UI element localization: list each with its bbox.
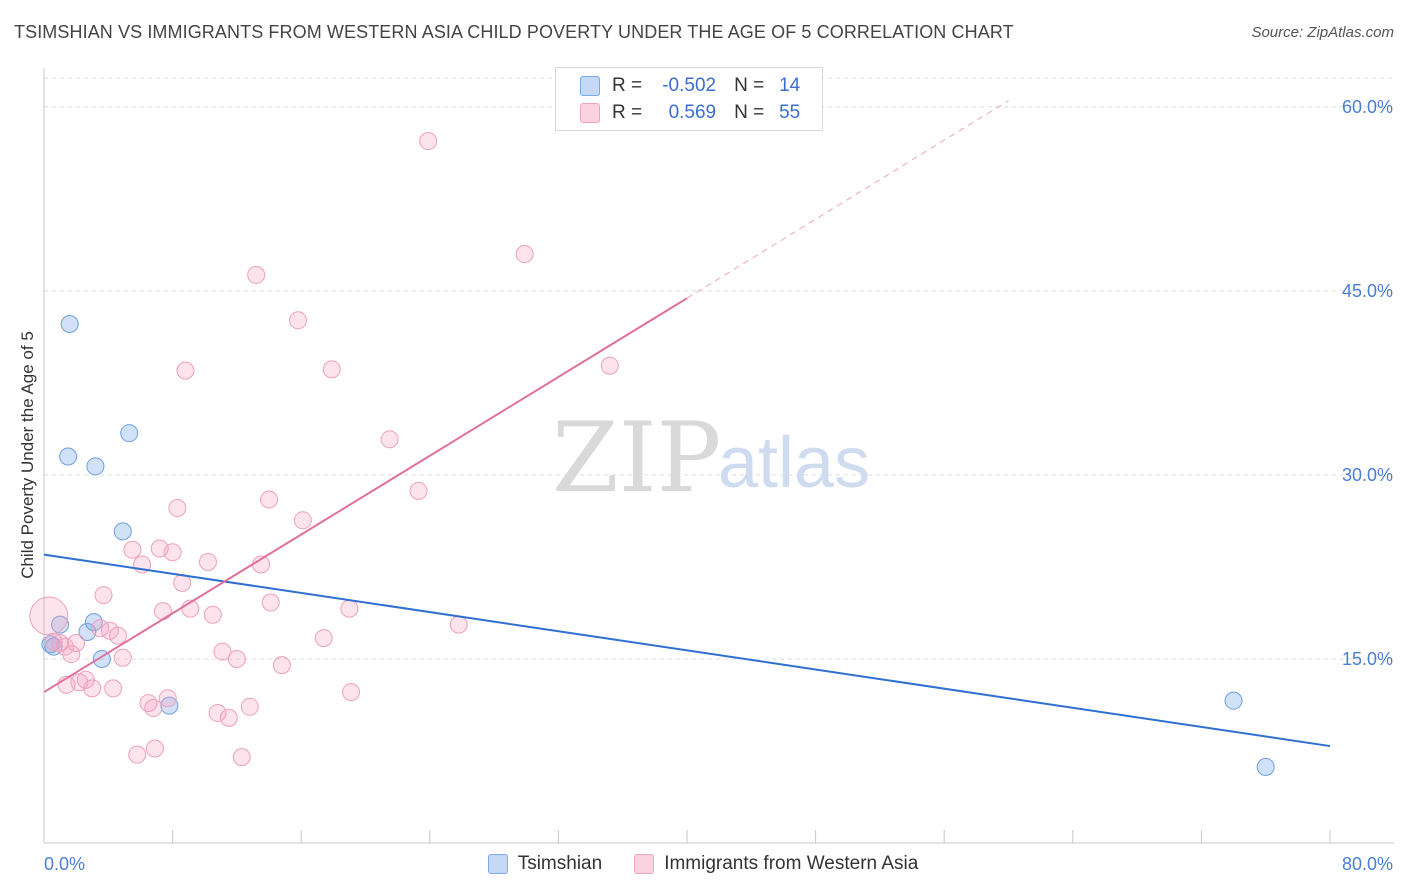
immigrants-point bbox=[163, 543, 182, 562]
x-tick-label: 80.0% bbox=[1342, 854, 1393, 874]
axes bbox=[43, 68, 1394, 844]
immigrants-point bbox=[247, 265, 266, 284]
legend-item-immigrants[interactable]: Immigrants from Western Asia bbox=[634, 853, 918, 875]
immigrants-point bbox=[219, 708, 238, 727]
tsimshian-point bbox=[1256, 757, 1275, 776]
y-tick-label: 15.0% bbox=[1342, 649, 1393, 669]
legend-item-tsimshian[interactable]: Tsimshian bbox=[487, 853, 603, 875]
immigrants-point bbox=[208, 703, 227, 722]
grid-lines bbox=[44, 77, 1394, 660]
legend-label-immigrants: Immigrants from Western Asia bbox=[664, 853, 919, 874]
tsimshian-point bbox=[160, 696, 179, 715]
tsimshian-point bbox=[41, 635, 60, 654]
immigrants-point bbox=[198, 553, 217, 572]
r-label: R = bbox=[612, 102, 643, 123]
trend-lines bbox=[43, 100, 1331, 748]
watermark-atlas: atlas bbox=[718, 423, 870, 503]
immigrants-trend-extension bbox=[686, 100, 1009, 299]
r-value: -0.502 bbox=[662, 75, 717, 96]
immigrants-point bbox=[261, 593, 280, 612]
x-tick-label: 0.0% bbox=[44, 854, 85, 874]
n-value: 14 bbox=[779, 75, 801, 96]
immigrants-point bbox=[83, 679, 102, 698]
watermark: ZIP atlas bbox=[552, 402, 870, 514]
n-value: 55 bbox=[779, 102, 801, 123]
chart-title: TSIMSHIAN VS IMMIGRANTS FROM WESTERN ASI… bbox=[14, 22, 1014, 42]
tsimshian-point bbox=[60, 314, 79, 333]
immigrants-point bbox=[62, 645, 81, 664]
immigrants-legend-swatch bbox=[634, 854, 655, 874]
stats-row-tsimshian: R = -0.502 N = 14 bbox=[580, 74, 800, 98]
data-points bbox=[29, 132, 1275, 776]
immigrants-point bbox=[203, 605, 222, 624]
immigrants-point bbox=[409, 481, 428, 500]
immigrants-point bbox=[288, 311, 307, 330]
n-label: N = bbox=[734, 75, 765, 96]
tsimshian-legend-swatch bbox=[487, 854, 508, 874]
r-label: R = bbox=[612, 75, 643, 96]
tsimshian-trend-line bbox=[43, 553, 1331, 748]
immigrants-point bbox=[51, 634, 70, 653]
immigrants-point bbox=[94, 586, 113, 605]
immigrants-point bbox=[158, 689, 177, 708]
tsimshian-point bbox=[113, 522, 132, 541]
y-tick-label: 30.0% bbox=[1342, 465, 1393, 485]
immigrants-point bbox=[314, 629, 333, 648]
y-tick-label: 45.0% bbox=[1342, 281, 1393, 301]
immigrants-point bbox=[213, 642, 232, 661]
source-credit: Source: ZipAtlas.com bbox=[1251, 24, 1394, 41]
immigrants-point bbox=[600, 356, 619, 375]
immigrants-point bbox=[67, 634, 86, 653]
immigrants-point bbox=[380, 430, 399, 449]
immigrants-point bbox=[139, 694, 158, 713]
tsimshian-point bbox=[86, 457, 105, 476]
tsimshian-swatch bbox=[580, 76, 600, 96]
immigrants-point bbox=[322, 360, 341, 379]
immigrants-point bbox=[240, 697, 259, 716]
tsimshian-point bbox=[51, 615, 70, 634]
stats-legend: R = -0.502 N = 14 R = 0.569 N = 55 bbox=[555, 67, 823, 131]
series-legend: Tsimshian Immigrants from Western Asia bbox=[0, 852, 1406, 876]
immigrants-point bbox=[419, 132, 438, 151]
immigrants-point bbox=[272, 656, 291, 675]
immigrants-point bbox=[293, 511, 312, 530]
immigrants-point bbox=[145, 739, 164, 758]
immigrants-point bbox=[260, 490, 279, 509]
immigrants-point bbox=[449, 615, 468, 634]
tick-labels: 15.0% 30.0% 45.0% 60.0% 0.0% 80.0% bbox=[44, 97, 1393, 874]
immigrants-point bbox=[113, 648, 132, 667]
legend-label-tsimshian: Tsimshian bbox=[517, 853, 603, 874]
tsimshian-point bbox=[120, 424, 139, 443]
immigrants-point bbox=[144, 699, 163, 718]
immigrants-point bbox=[128, 745, 147, 764]
stats-row-immigrants: R = 0.569 N = 55 bbox=[580, 101, 800, 125]
immigrants-point bbox=[515, 245, 534, 264]
immigrants-point bbox=[29, 596, 69, 636]
n-label: N = bbox=[734, 102, 765, 123]
immigrants-point bbox=[55, 637, 74, 656]
immigrants-point bbox=[340, 599, 359, 618]
tsimshian-point bbox=[1224, 691, 1243, 710]
immigrants-point bbox=[153, 602, 172, 621]
immigrants-point bbox=[123, 540, 142, 559]
immigrants-point bbox=[168, 499, 187, 518]
immigrants-point bbox=[342, 683, 361, 702]
immigrants-point bbox=[176, 361, 195, 380]
tsimshian-point bbox=[59, 447, 78, 466]
watermark-zip: ZIP bbox=[552, 402, 721, 514]
y-tick-label: 60.0% bbox=[1342, 97, 1393, 117]
immigrants-point bbox=[227, 649, 246, 668]
immigrants-trend-line bbox=[43, 297, 688, 693]
immigrants-point bbox=[232, 748, 251, 767]
r-value: 0.569 bbox=[668, 102, 717, 123]
immigrants-point bbox=[44, 632, 63, 651]
immigrants-swatch bbox=[580, 103, 600, 123]
immigrants-point bbox=[104, 679, 123, 698]
immigrants-point bbox=[108, 626, 127, 645]
